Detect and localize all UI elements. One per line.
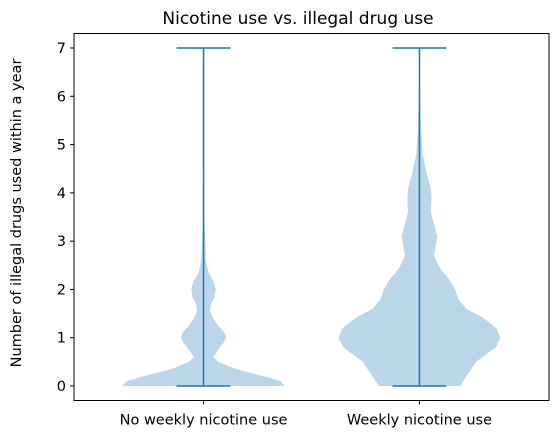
y-tick-label: 0 [57, 379, 66, 395]
x-tick-label: No weekly nicotine use [120, 413, 288, 429]
y-tick-label: 7 [57, 41, 66, 57]
y-axis-label: Number of illegal drugs used within a ye… [9, 59, 25, 368]
axis-ticks: 0 1 2 3 4 5 6 7 [57, 41, 420, 405]
y-tick-label: 6 [57, 89, 66, 105]
y-tick-label: 1 [57, 331, 66, 347]
chart-title: Nicotine use vs. illegal drug use [162, 9, 433, 29]
y-tick-label: 4 [57, 186, 66, 202]
plot-frame [73, 33, 550, 401]
y-tick-label: 2 [57, 282, 66, 298]
x-tick-label: Weekly nicotine use [347, 413, 492, 429]
violin-bodies [122, 47, 501, 387]
y-tick-label: 5 [57, 138, 66, 154]
y-tick-label: 3 [57, 234, 66, 250]
x-tick-labels: No weekly nicotine use Weekly nicotine us… [120, 413, 492, 429]
